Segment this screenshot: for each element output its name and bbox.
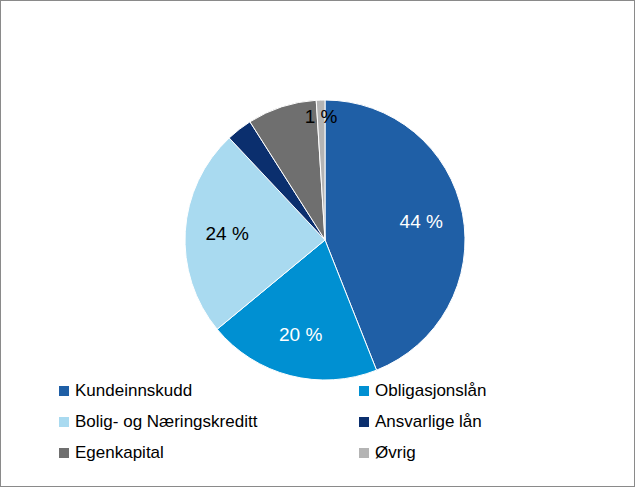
html-text:Øvrig: Øvrig [375,443,416,462]
svg-text:24 %: 24 % [206,223,249,244]
svg-text:44 %: 44 % [400,211,443,232]
html-text:Kundeinnskudd: Kundeinnskudd [75,381,193,400]
svg-text:1 %: 1 % [305,106,338,127]
html-text:Obligasjonslån: Obligasjonslån [375,381,487,400]
svg-text:20 %: 20 % [279,324,322,345]
html-text:Ansvarlige lån: Ansvarlige lån [375,412,482,431]
html-text:Bolig- og Næringskreditt: Bolig- og Næringskreditt [75,412,258,431]
html-text:Egenkapital: Egenkapital [75,443,164,462]
